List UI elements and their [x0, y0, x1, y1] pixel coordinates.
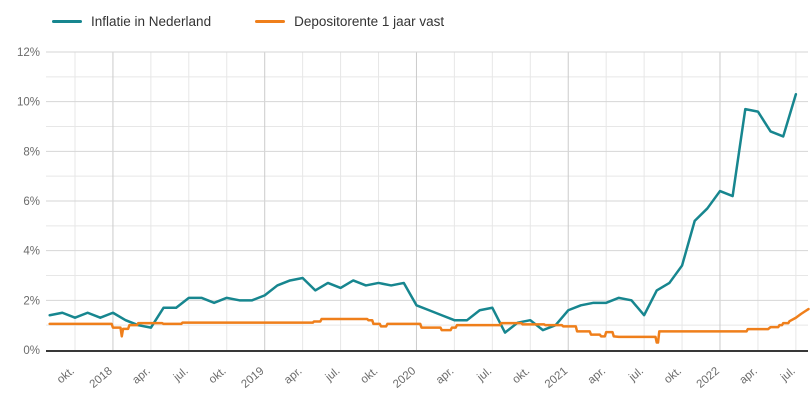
y-axis-label: 0% [23, 345, 40, 357]
x-axis-label: okt. [207, 365, 229, 386]
x-axis-label: apr. [130, 365, 152, 387]
y-axis-label: 12% [17, 47, 40, 59]
y-axis-label: 10% [17, 97, 40, 109]
x-axis-label: okt. [510, 365, 532, 386]
y-axis-label: 2% [23, 295, 40, 307]
x-axis-label: apr. [434, 365, 456, 387]
x-axis-label: okt. [55, 365, 77, 386]
legend-item-inflation[interactable]: Inflatie in Nederland [52, 14, 211, 29]
x-axis-label: okt. [662, 365, 684, 386]
inflation-line-swatch [52, 20, 82, 23]
x-axis-label: 2019 [239, 365, 266, 391]
x-axis-label: jul. [323, 365, 343, 384]
x-axis-label: jul. [778, 365, 798, 384]
x-axis-label: apr. [737, 365, 759, 387]
legend: Inflatie in Nederland Depositorente 1 ja… [52, 14, 444, 29]
x-axis-label: 2020 [391, 365, 418, 391]
x-axis-label: jul. [171, 365, 191, 384]
x-axis-label: apr. [586, 365, 608, 387]
y-axis-label: 6% [23, 196, 40, 208]
x-axis-label: 2021 [543, 365, 570, 391]
legend-label-inflation: Inflatie in Nederland [91, 14, 212, 29]
deposit-rate-line[interactable] [48, 307, 810, 344]
legend-item-deposit-rate[interactable]: Depositorente 1 jaar vast [255, 14, 444, 29]
y-axis-label: 4% [23, 246, 40, 258]
inflation-line[interactable] [48, 92, 798, 334]
y-axis-label: 8% [23, 146, 40, 158]
x-axis-label: 2022 [695, 365, 722, 391]
x-axis-label: 2018 [88, 365, 115, 391]
legend-label-deposit-rate: Depositorente 1 jaar vast [294, 14, 445, 29]
x-axis-label: apr. [282, 365, 304, 387]
x-axis-label: okt. [359, 365, 381, 386]
x-axis-label: jul. [475, 365, 495, 384]
deposit-rate-line-swatch [255, 20, 286, 23]
x-axis-label: jul. [626, 365, 646, 384]
